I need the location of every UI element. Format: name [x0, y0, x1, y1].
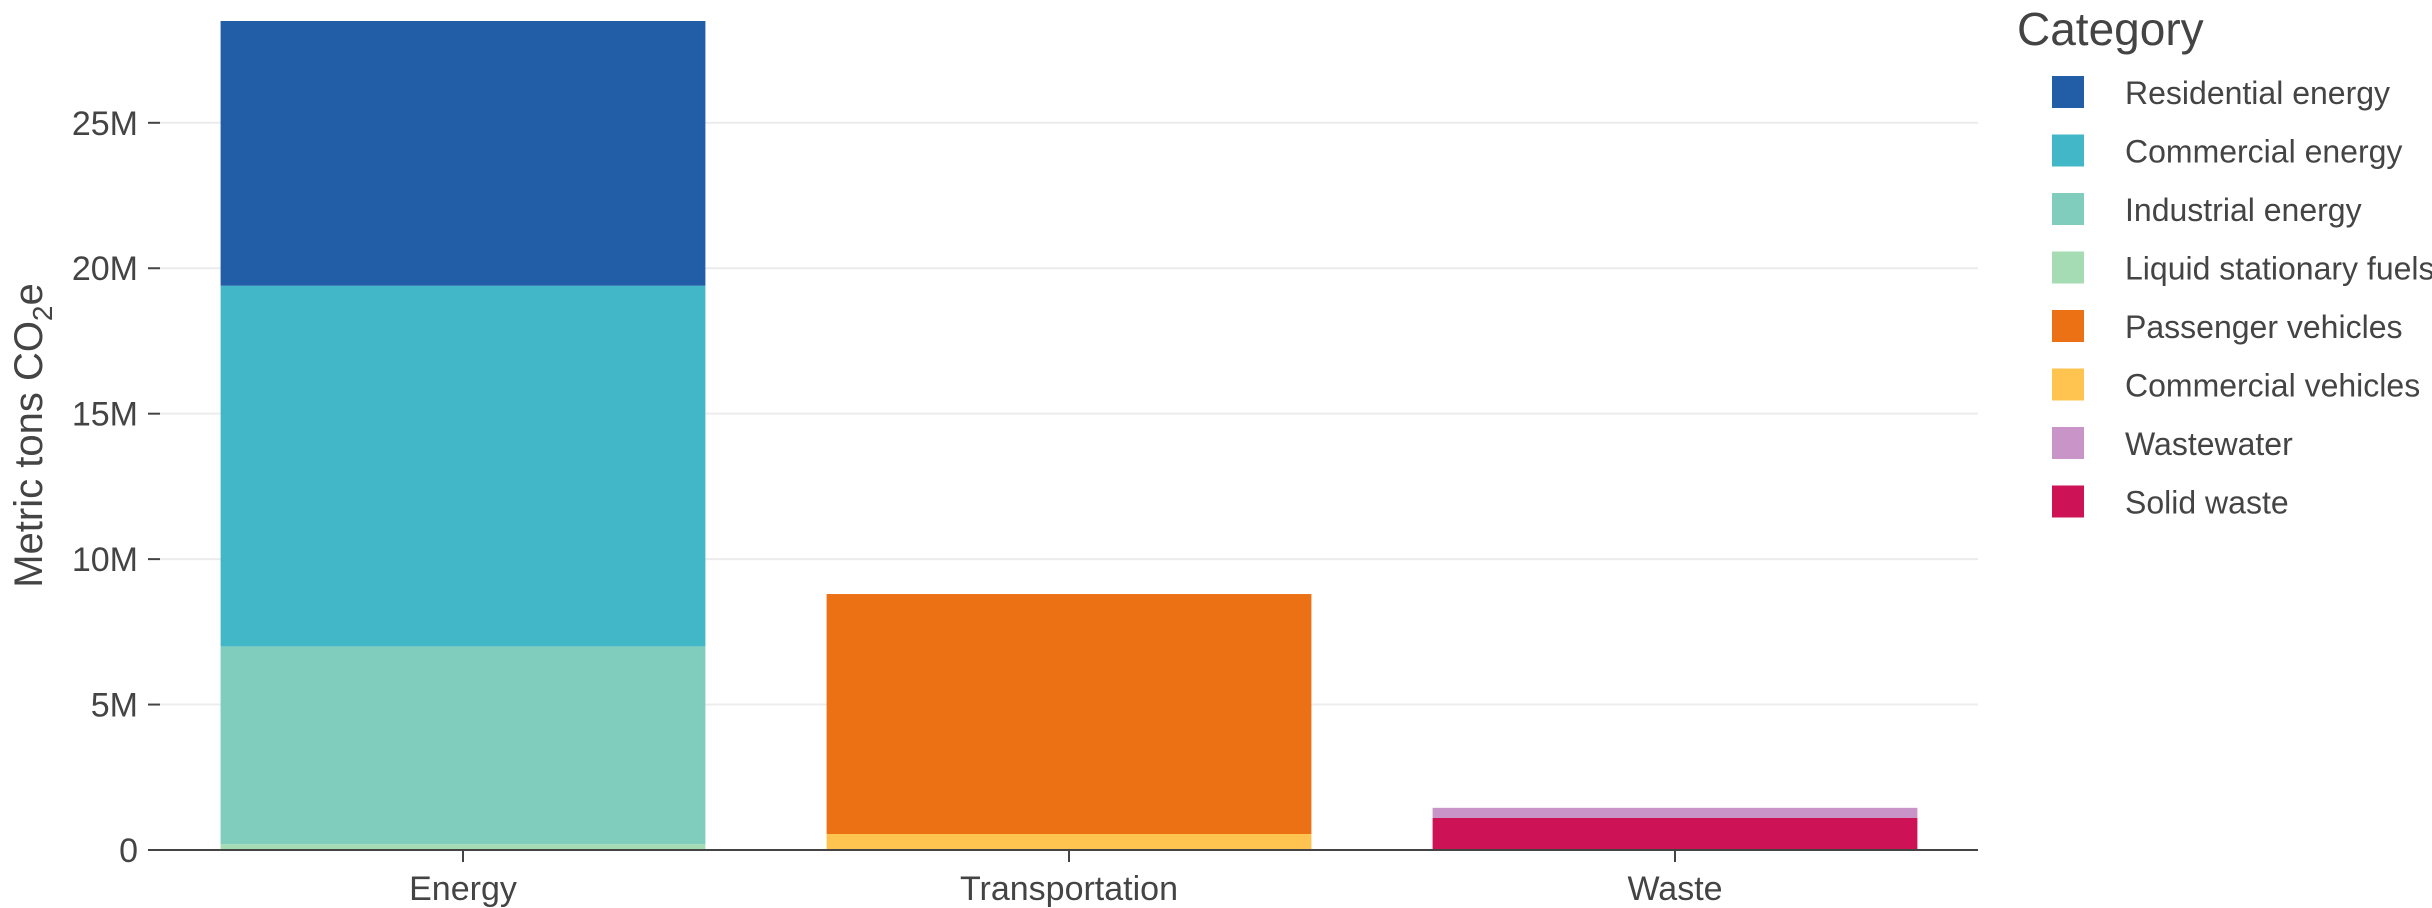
y-tick-label: 20M — [72, 250, 138, 288]
y-tick-label: 0 — [119, 832, 138, 870]
legend-label: Industrial energy — [2125, 192, 2362, 228]
x-axis-ticks: Energy Transportation Waste — [409, 850, 1723, 908]
legend-swatch — [2052, 485, 2084, 518]
legend-label: Commercial energy — [2125, 134, 2402, 170]
legend-label: Passenger vehicles — [2125, 309, 2402, 345]
bars — [220, 21, 1918, 850]
y-tick-label: 25M — [72, 105, 138, 143]
legend-label: Commercial vehicles — [2125, 368, 2420, 404]
legend-item-commercial-energy[interactable]: Commercial energy — [2052, 134, 2402, 170]
y-tick-label: 15M — [72, 396, 138, 434]
legend-label: Wastewater — [2125, 426, 2293, 462]
y-axis-title-suffix: e — [7, 283, 51, 305]
legend-item-commercial-vehicles[interactable]: Commercial vehicles — [2052, 368, 2420, 404]
legend-swatch — [2052, 368, 2084, 401]
legend-swatch — [2052, 76, 2084, 108]
legend-title: Category — [2017, 3, 2204, 55]
y-tick-label: 10M — [72, 541, 138, 579]
legend: Category Residential energy Commercial ene… — [2017, 3, 2432, 521]
bar-solid-waste — [1432, 818, 1918, 850]
legend-swatch — [2052, 193, 2084, 225]
bar-industrial-energy — [220, 646, 706, 845]
bar-commercial-energy — [220, 285, 706, 647]
bar-residential-energy — [220, 21, 706, 286]
y-tick-label: 5M — [91, 687, 138, 725]
legend-item-solid-waste[interactable]: Solid waste — [2052, 485, 2289, 521]
y-axis-title: Metric tons CO2e — [7, 283, 58, 588]
x-tick-label: Waste — [1627, 870, 1722, 908]
bar-passenger-vehicles — [826, 594, 1312, 835]
legend-swatch — [2052, 134, 2084, 167]
legend-swatch — [2052, 310, 2084, 342]
legend-item-residential-energy[interactable]: Residential energy — [2052, 75, 2390, 111]
legend-item-passenger-vehicles[interactable]: Passenger vehicles — [2052, 309, 2402, 345]
legend-item-wastewater[interactable]: Wastewater — [2052, 426, 2293, 462]
y-axis-ticks: 0 5M 10M 15M 20M 25M — [72, 105, 160, 870]
bar-liquid-stationary-fuels — [220, 844, 706, 850]
y-axis-title-subscript: 2 — [27, 305, 58, 321]
legend-swatch — [2052, 427, 2084, 459]
x-tick-label: Transportation — [960, 870, 1178, 908]
legend-label: Liquid stationary fuels — [2125, 251, 2432, 287]
legend-label: Solid waste — [2125, 485, 2289, 521]
bar-wastewater — [1432, 807, 1918, 819]
legend-label: Residential energy — [2125, 75, 2390, 111]
legend-swatch — [2052, 251, 2084, 284]
x-tick-label: Energy — [409, 870, 517, 908]
legend-item-industrial-energy[interactable]: Industrial energy — [2052, 192, 2362, 228]
bar-commercial-vehicles — [826, 834, 1312, 850]
legend-item-liquid-stationary-fuels[interactable]: Liquid stationary fuels — [2052, 251, 2432, 287]
y-axis-title-text: Metric tons CO — [7, 321, 51, 588]
